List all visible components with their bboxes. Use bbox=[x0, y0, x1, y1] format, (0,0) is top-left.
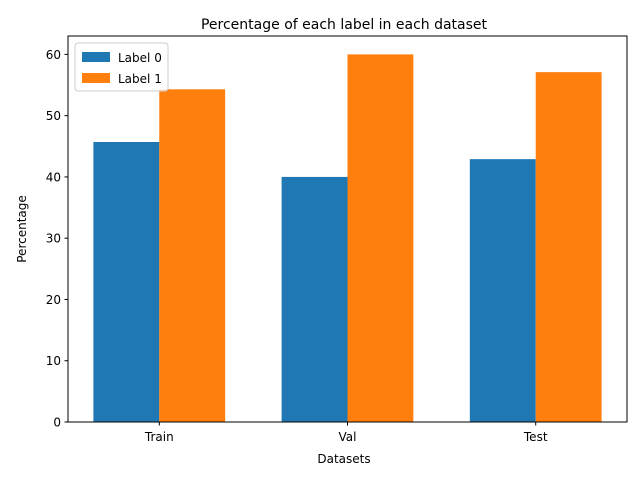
bar-label-0-train bbox=[93, 142, 160, 422]
y-tick-label: 20 bbox=[46, 293, 61, 307]
bar-label-0-val bbox=[281, 176, 348, 422]
bars-layer bbox=[93, 54, 602, 423]
bar-label-1-test bbox=[535, 72, 602, 423]
x-axis-label: Datasets bbox=[317, 452, 370, 466]
legend-swatch bbox=[82, 73, 110, 83]
y-tick-label: 50 bbox=[46, 109, 61, 123]
y-tick-label: 10 bbox=[46, 354, 61, 368]
y-tick-label: 40 bbox=[46, 170, 61, 184]
bar-label-1-val bbox=[347, 54, 414, 422]
y-tick-label: 0 bbox=[53, 416, 61, 430]
legend: Label 0 Label 1 bbox=[74, 42, 169, 92]
x-tick-label: Train bbox=[144, 430, 174, 444]
y-tick-label: 60 bbox=[46, 48, 61, 62]
legend-swatch bbox=[82, 52, 110, 62]
bar-label-0-test bbox=[469, 159, 536, 422]
y-axis: 0 10 20 30 40 50 60 bbox=[46, 48, 68, 430]
chart-title: Percentage of each label in each dataset bbox=[201, 17, 488, 33]
x-axis: Train Val Test bbox=[144, 422, 548, 444]
legend-label: Label 1 bbox=[118, 72, 162, 86]
bar-label-1-train bbox=[159, 89, 226, 423]
x-tick-label: Test bbox=[523, 430, 548, 444]
y-axis-label: Percentage bbox=[15, 195, 29, 263]
x-tick-label: Val bbox=[339, 430, 357, 444]
y-tick-label: 30 bbox=[46, 232, 61, 246]
legend-label: Label 0 bbox=[118, 51, 162, 65]
